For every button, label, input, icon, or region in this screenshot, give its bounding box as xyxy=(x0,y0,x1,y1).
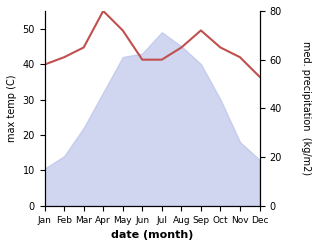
Y-axis label: med. precipitation  (kg/m2): med. precipitation (kg/m2) xyxy=(301,41,311,175)
X-axis label: date (month): date (month) xyxy=(111,230,193,240)
Y-axis label: max temp (C): max temp (C) xyxy=(7,75,17,142)
